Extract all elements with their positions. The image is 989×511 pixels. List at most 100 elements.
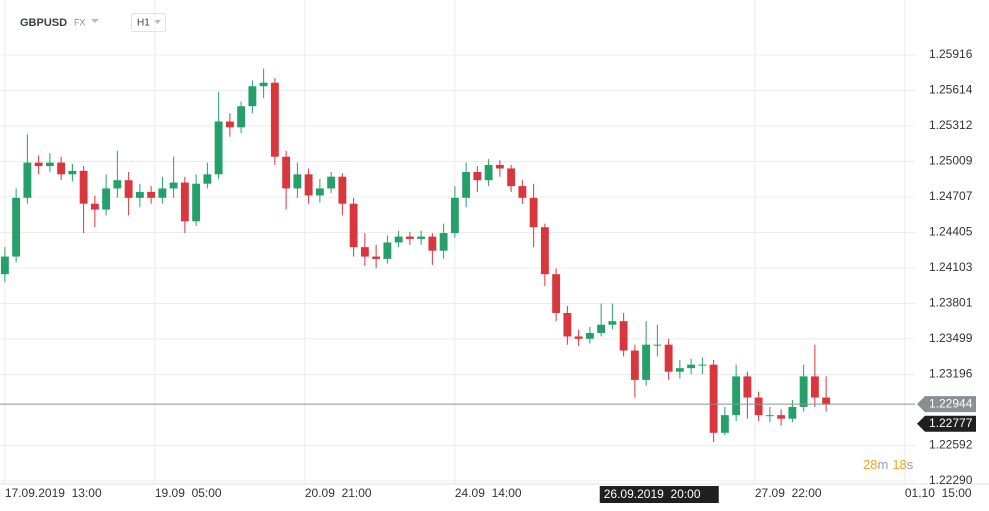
candle-body xyxy=(57,162,66,175)
candle-body xyxy=(360,247,369,257)
y-tick-label: 1.22592 xyxy=(929,438,973,452)
candle-body xyxy=(439,233,448,251)
x-tick-label: 20.09 21:00 xyxy=(305,486,372,500)
candle-body xyxy=(630,350,639,380)
candle-body xyxy=(540,227,549,275)
candle-body xyxy=(563,312,572,337)
candle-body xyxy=(552,274,561,313)
x-tick-label: 01.10 15:00 xyxy=(905,486,972,500)
candle-body xyxy=(405,236,414,239)
candle-body xyxy=(158,188,167,198)
candle-body xyxy=(237,106,246,128)
candle-body xyxy=(270,82,279,157)
y-tick-label: 1.23801 xyxy=(929,296,973,310)
candle-body xyxy=(23,162,32,198)
candle-body xyxy=(394,236,403,243)
candle-body xyxy=(720,415,729,433)
last-price-tag xyxy=(917,396,976,413)
candle-body xyxy=(349,203,358,248)
candle-body xyxy=(597,324,606,333)
candle-body xyxy=(315,188,324,196)
candle-body xyxy=(147,191,156,198)
candle-body xyxy=(743,376,752,398)
y-tick-label: 1.25312 xyxy=(929,118,973,132)
candle-body xyxy=(462,171,471,198)
timeframe-dropdown[interactable] xyxy=(154,20,161,24)
candle-body xyxy=(810,376,819,398)
y-tick-label: 1.25614 xyxy=(929,83,973,97)
timer-minutes: 28 xyxy=(863,457,877,472)
candle-body xyxy=(327,176,336,189)
candle-body xyxy=(169,182,178,189)
candle-body xyxy=(574,336,583,339)
candle-body xyxy=(585,332,594,339)
candle-body xyxy=(383,242,392,259)
crosshair-price-tag xyxy=(917,415,976,432)
candle-body xyxy=(90,203,99,210)
candle-body xyxy=(203,174,212,184)
timer-seconds: 18 xyxy=(892,457,906,472)
candle-body xyxy=(754,397,763,416)
overlay: 1.22944 1.22777 26.09.2019 20:00 28m 18s xyxy=(0,396,976,503)
candle-body xyxy=(484,164,493,181)
candle-body xyxy=(507,168,516,187)
timeframe-box[interactable] xyxy=(131,13,166,32)
symbol[interactable]: GBPUSD xyxy=(20,17,67,29)
candle-body xyxy=(822,397,831,405)
candle-body xyxy=(529,197,538,228)
last-price-label: 1.22944 xyxy=(929,396,973,410)
crosshair-price-label: 1.22777 xyxy=(929,416,973,430)
candle-body xyxy=(653,344,662,346)
candle-body xyxy=(192,183,201,222)
candle-body xyxy=(788,406,797,419)
y-tick-label: 1.25916 xyxy=(929,47,973,61)
candle-body xyxy=(709,364,718,433)
candle-body xyxy=(428,236,437,251)
candle-body xyxy=(732,376,741,416)
crosshair-time-tag xyxy=(599,486,719,503)
x-tick-label: 17.09.2019 13:00 xyxy=(5,486,102,500)
candle-body xyxy=(664,344,673,372)
candle-body xyxy=(248,86,257,107)
candle-body xyxy=(765,415,774,417)
candle-body xyxy=(124,180,133,198)
countdown-timer: 28m 18s xyxy=(863,457,914,472)
candle-body xyxy=(135,191,144,198)
candle-body xyxy=(293,174,302,189)
candle-body xyxy=(687,364,696,369)
symbol-dropdown[interactable] xyxy=(91,19,99,23)
timer-seconds-unit: s xyxy=(907,457,914,472)
y-tick-label: 1.24707 xyxy=(929,189,973,203)
candle-body xyxy=(304,174,313,196)
candle-body xyxy=(495,164,504,169)
candle-body xyxy=(619,321,628,351)
candle-body xyxy=(338,176,347,204)
candle-body xyxy=(372,256,381,259)
candle-body xyxy=(180,182,189,222)
candle-body xyxy=(608,321,617,325)
grid xyxy=(0,0,989,485)
x-tick-label: 24.09 14:00 xyxy=(455,486,522,500)
x-tick-label: 27.09 22:00 xyxy=(755,486,822,500)
x-tick-label: 19.09 05:00 xyxy=(155,486,222,500)
candle-body xyxy=(34,162,43,167)
y-tick-label: 1.25009 xyxy=(929,154,973,168)
timer-minutes-unit: m xyxy=(877,457,888,472)
y-tick-label: 1.23196 xyxy=(929,367,973,381)
candle-body xyxy=(450,197,459,234)
candle-body xyxy=(214,121,223,175)
candle-body xyxy=(45,162,54,167)
market: FX xyxy=(74,17,86,27)
candle-body xyxy=(417,236,426,239)
candle-body xyxy=(282,156,291,189)
crosshair-time-label: 26.09.2019 20:00 xyxy=(604,487,701,501)
y-tick-label: 1.22290 xyxy=(929,473,973,487)
candle-body xyxy=(642,344,651,380)
candle-body xyxy=(473,171,482,181)
candles xyxy=(0,68,831,443)
candle-body xyxy=(259,82,268,87)
timeframe[interactable]: H1 xyxy=(137,18,150,29)
candle-body xyxy=(675,368,684,372)
candle-body xyxy=(102,188,111,210)
